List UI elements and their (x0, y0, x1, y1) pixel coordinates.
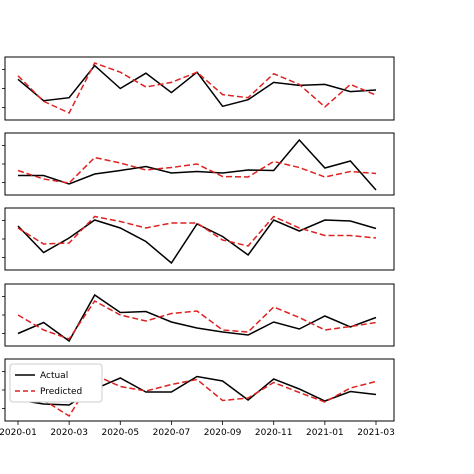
x-axis: 2020-01 2020-03 2020-05 2020-07 2020-09 2020-… (0, 421, 395, 438)
panel-2 (2, 132, 395, 196)
panel-4 (2, 283, 395, 347)
x-tick-label: 2020-07 (153, 428, 191, 438)
panel-frame (4, 56, 395, 121)
predicted-series-line (17, 300, 377, 340)
legend: Actual Predicted (9, 363, 103, 403)
predicted-series-line (17, 215, 377, 247)
panels-group (2, 56, 395, 422)
x-tick-label: 2020-11 (255, 428, 293, 438)
x-tick-label: 2020-01 (0, 428, 37, 438)
panel-frame (4, 207, 395, 271)
x-tick-label: 2020-05 (101, 428, 139, 438)
x-tick-label: 2021-01 (306, 428, 344, 438)
predicted-series-line (17, 156, 377, 184)
panel-1 (2, 56, 395, 121)
panel-frame (4, 132, 395, 196)
legend-actual-label: Actual (40, 371, 68, 381)
legend-predicted-label: Predicted (40, 387, 82, 397)
x-tick-label: 2021-03 (357, 428, 395, 438)
x-tick-label: 2020-03 (50, 428, 88, 438)
actual-series-line (17, 219, 377, 265)
actual-series-line (18, 138, 377, 191)
predicted-series-line (17, 62, 377, 114)
panel-frame (4, 283, 395, 347)
panel-3 (2, 207, 395, 271)
x-tick-label: 2020-09 (204, 428, 242, 438)
legend-box (9, 363, 103, 403)
